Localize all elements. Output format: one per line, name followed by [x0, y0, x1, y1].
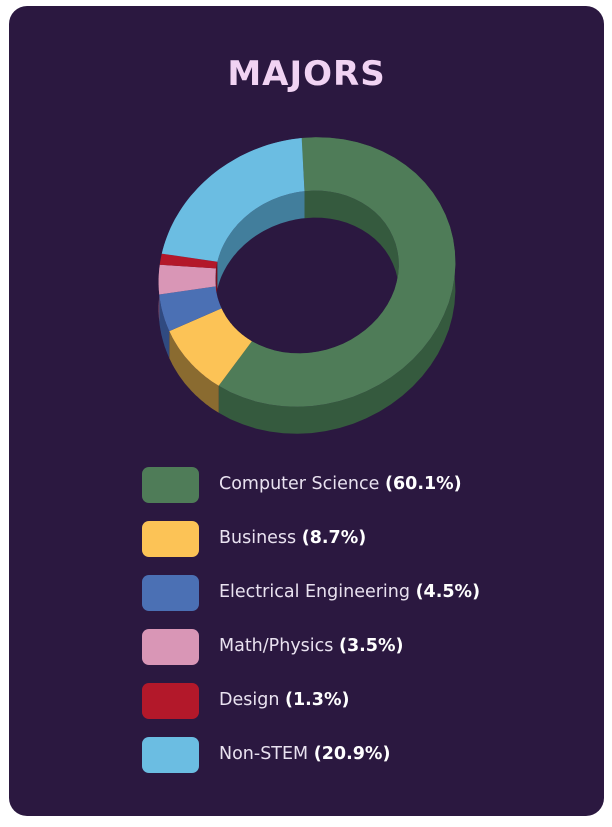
legend-swatch	[142, 575, 199, 611]
chart-title: MAJORS	[227, 54, 386, 94]
legend-value: (1.3%)	[284, 690, 350, 710]
legend: Computer Science (60.1%) Business (8.7%) E…	[142, 467, 480, 791]
donut-slice	[161, 138, 305, 262]
legend-item: Business (8.7%)	[142, 521, 480, 575]
legend-label: Electrical Engineering (4.5%)	[219, 582, 480, 602]
donut-slice	[158, 264, 216, 295]
legend-label: Design (1.3%)	[219, 690, 350, 710]
legend-category: Electrical Engineering	[219, 582, 416, 602]
legend-label: Math/Physics (3.5%)	[219, 636, 404, 656]
legend-swatch	[142, 629, 199, 665]
legend-value: (8.7%)	[301, 528, 367, 548]
legend-item: Non-STEM (20.9%)	[142, 737, 480, 791]
legend-category: Computer Science	[219, 474, 385, 494]
legend-category: Design	[219, 690, 285, 710]
legend-swatch	[142, 521, 199, 557]
legend-value: (4.5%)	[415, 582, 481, 602]
donut-slice	[159, 253, 218, 269]
donut-slice	[159, 286, 222, 332]
legend-value: (20.9%)	[313, 744, 391, 764]
legend-swatch	[142, 737, 199, 773]
donut-slice-side	[218, 137, 456, 434]
legend-category: Math/Physics	[219, 636, 339, 656]
legend-category: Business	[219, 528, 302, 548]
donut-slice	[169, 308, 252, 386]
legend-label: Computer Science (60.1%)	[219, 474, 462, 494]
donut-slice-inner-wall	[216, 261, 218, 296]
legend-swatch	[142, 683, 199, 719]
legend-category: Non-STEM	[219, 744, 314, 764]
donut-slice-side	[169, 331, 219, 413]
legend-swatch	[142, 467, 199, 503]
legend-item: Computer Science (60.1%)	[142, 467, 480, 521]
legend-label: Non-STEM (20.9%)	[219, 744, 390, 764]
legend-item: Electrical Engineering (4.5%)	[142, 575, 480, 629]
chart-card: MAJORS Computer Science (60.1%) Business …	[9, 6, 604, 816]
legend-label: Business (8.7%)	[219, 528, 366, 548]
legend-value: (60.1%)	[384, 474, 462, 494]
legend-item: Design (1.3%)	[142, 683, 480, 737]
donut-slice	[218, 137, 456, 407]
donut-slice-side	[159, 294, 170, 359]
legend-item: Math/Physics (3.5%)	[142, 629, 480, 683]
legend-value: (3.5%)	[338, 636, 404, 656]
donut-chart	[158, 137, 456, 434]
donut-slice-inner-wall	[217, 191, 305, 289]
